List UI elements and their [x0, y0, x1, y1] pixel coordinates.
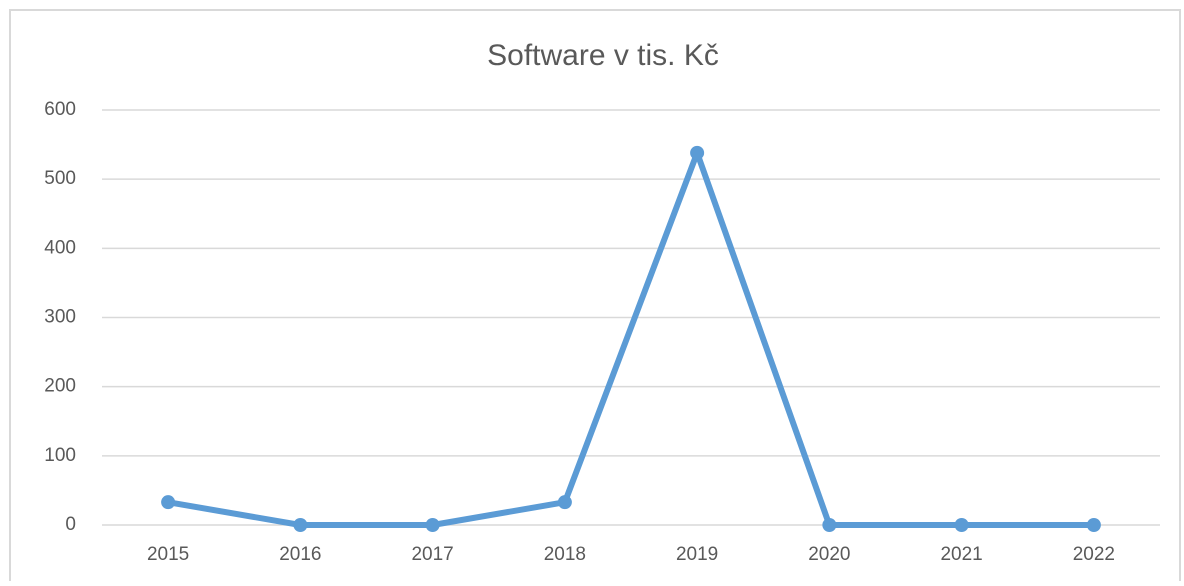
- marker: [293, 518, 308, 532]
- y-tick-label: 400: [44, 237, 76, 258]
- marker: [557, 495, 572, 510]
- line: [167, 149, 1094, 528]
- y-tick-label: 300: [44, 307, 76, 328]
- chart-border: [9, 9, 1181, 586]
- chart-title: Software v tis. Kč: [487, 39, 719, 72]
- x-tick-label: 2017: [411, 544, 453, 565]
- x-tick-label: 2019: [676, 544, 718, 565]
- x-tick-label: 2018: [544, 544, 586, 565]
- marker: [425, 518, 440, 532]
- x-tick-label: 2020: [808, 544, 850, 565]
- marker: [1086, 518, 1101, 532]
- marker: [954, 518, 969, 532]
- marker: [822, 518, 837, 532]
- x-tick-label: 2015: [147, 544, 189, 565]
- y-tick-label: 0: [65, 514, 76, 535]
- x-tick-label: 2021: [940, 544, 982, 565]
- marker: [690, 145, 705, 160]
- marker: [161, 495, 176, 510]
- x-tick-label: 2022: [1073, 544, 1115, 565]
- y-tick-label: 600: [44, 99, 76, 120]
- y-tick-label: 100: [44, 445, 76, 466]
- y-tick-label: 500: [44, 168, 76, 189]
- y-tick-label: 200: [44, 376, 76, 397]
- x-tick-label: 2016: [279, 544, 321, 565]
